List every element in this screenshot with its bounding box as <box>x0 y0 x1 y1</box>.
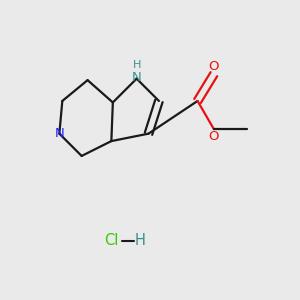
Text: N: N <box>132 71 142 84</box>
Text: O: O <box>209 130 219 143</box>
Text: Cl: Cl <box>104 233 118 248</box>
Text: O: O <box>209 60 219 73</box>
Text: H: H <box>134 233 145 248</box>
Text: N: N <box>55 127 64 140</box>
Text: H: H <box>132 60 141 70</box>
